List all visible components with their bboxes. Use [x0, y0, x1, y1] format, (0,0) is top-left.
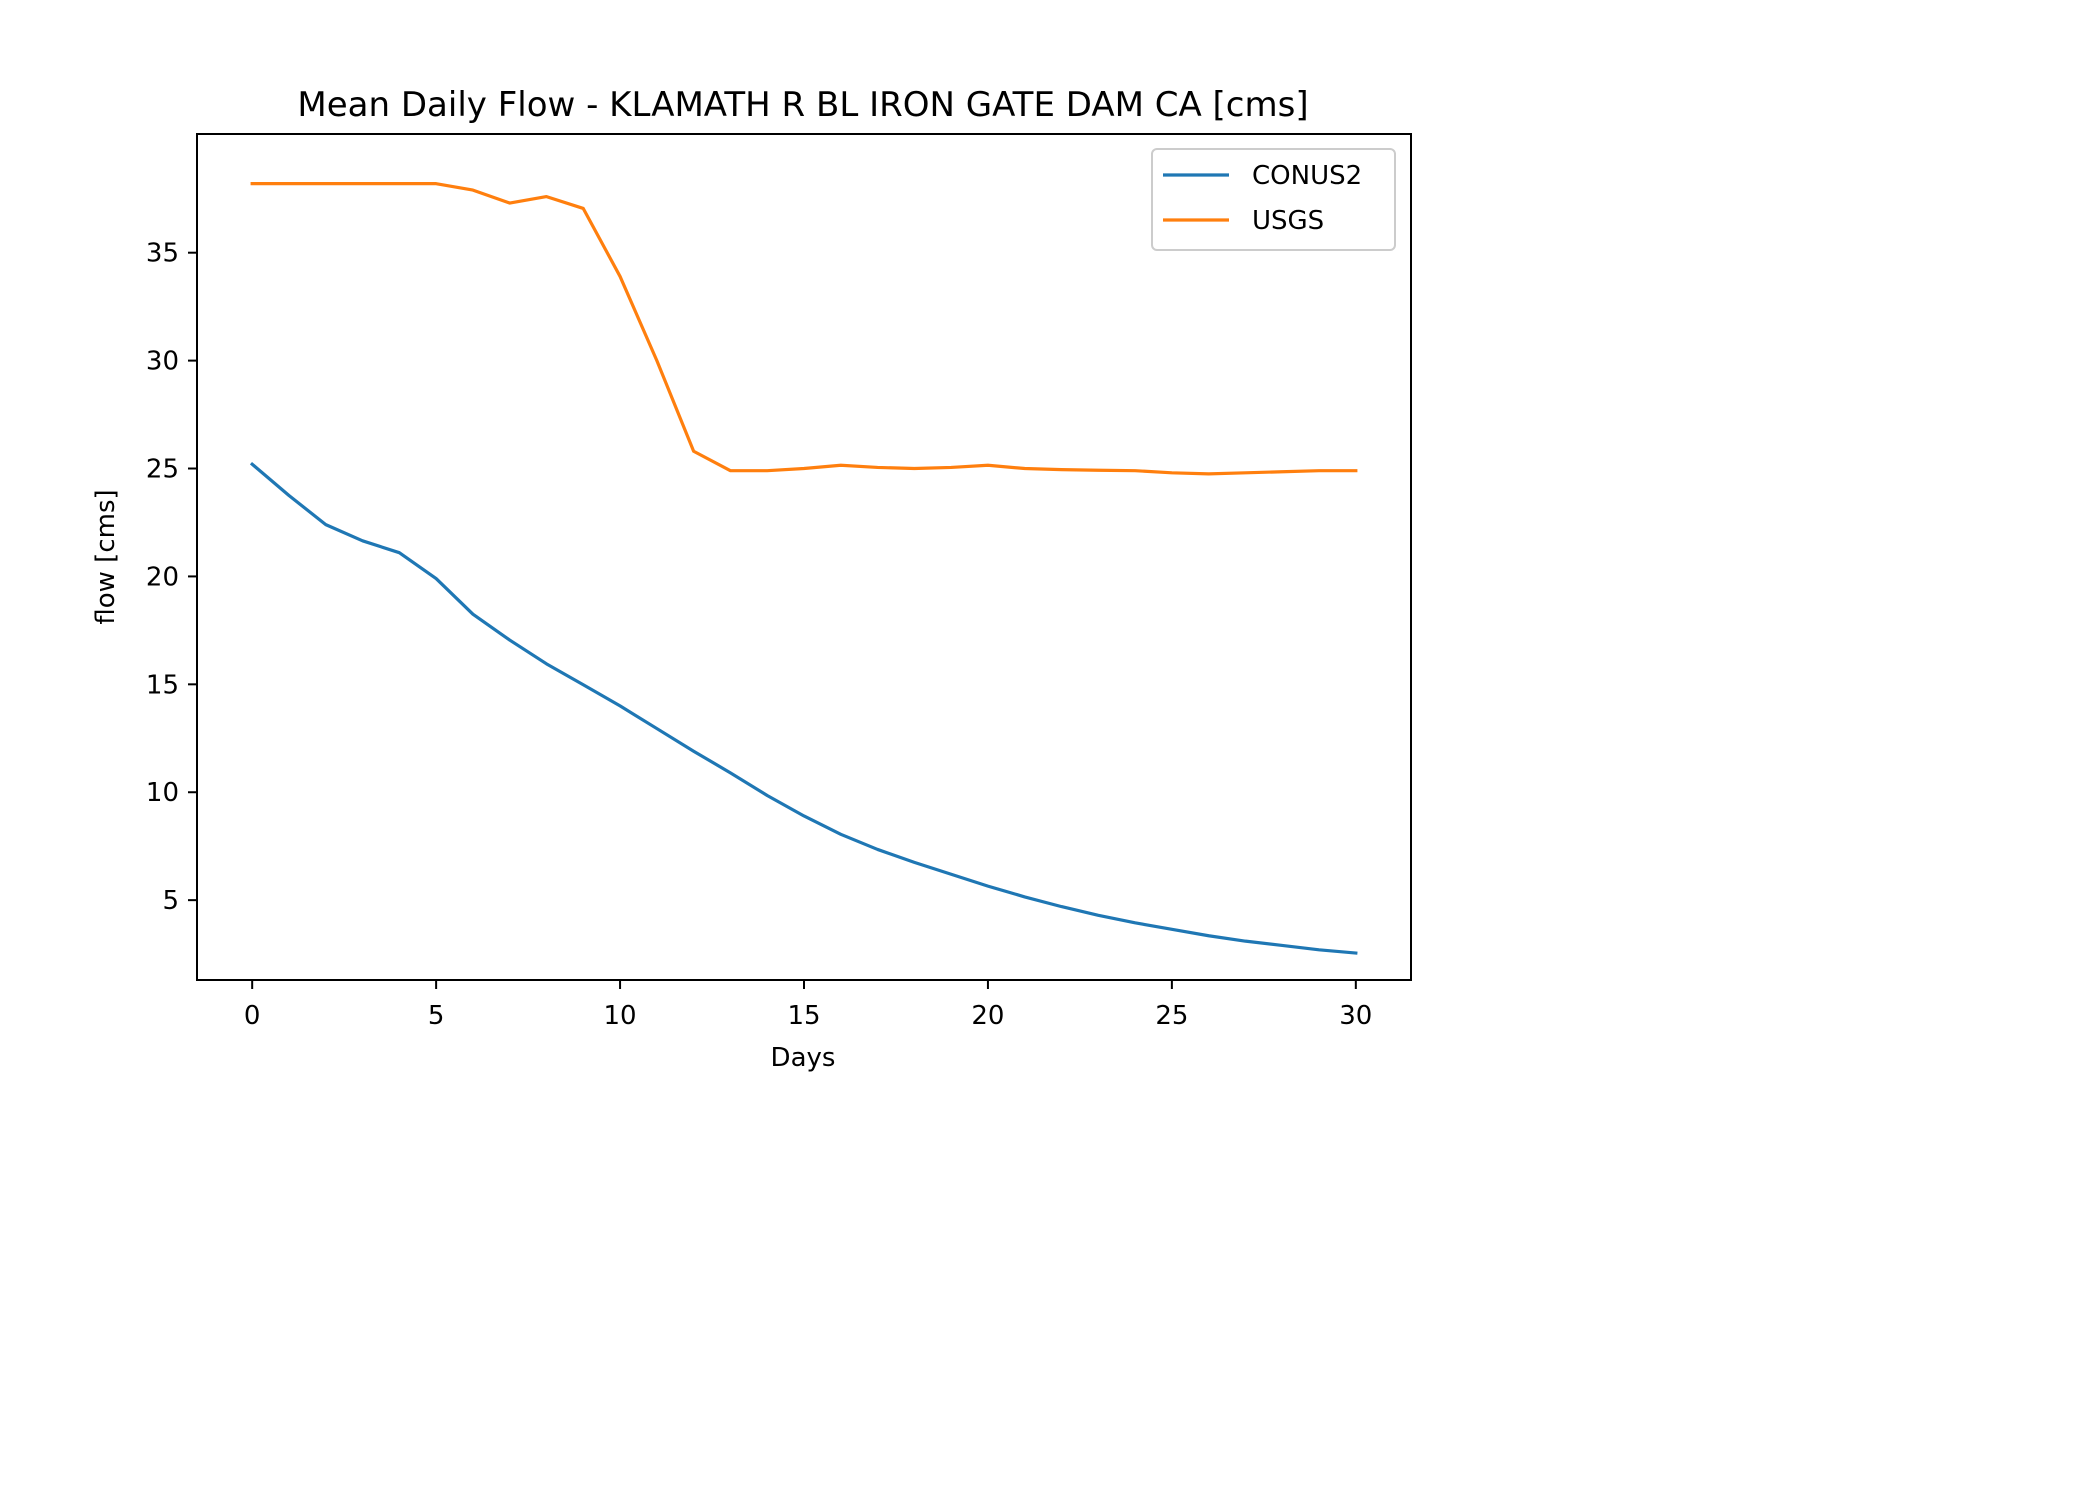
x-tick-label: 5 [428, 1001, 445, 1031]
y-tick-label: 20 [146, 562, 179, 592]
x-tick-label: 0 [244, 1001, 261, 1031]
legend: CONUS2 USGS [1151, 148, 1396, 251]
x-axis-label: Days [771, 1043, 836, 1073]
y-tick-label: 5 [162, 886, 179, 916]
series-line-conus2 [249, 461, 1358, 955]
y-tick-label: 35 [146, 239, 179, 269]
x-tick-label: 10 [604, 1001, 637, 1031]
y-axis-label: flow [cms] [91, 489, 121, 624]
series-line-usgs [250, 182, 1358, 476]
y-tick-label: 25 [146, 455, 179, 485]
x-tick-label: 15 [787, 1001, 820, 1031]
legend-label-conus2: CONUS2 [1252, 161, 1362, 191]
x-tick-label: 20 [971, 1001, 1004, 1031]
chart-root: Mean Daily Flow - KLAMATH R BL IRON GATE… [91, 85, 1412, 1073]
chart-title: Mean Daily Flow - KLAMATH R BL IRON GATE… [297, 85, 1308, 125]
y-tick-label: 15 [146, 670, 179, 700]
y-tick-label: 10 [146, 778, 179, 808]
legend-label-usgs: USGS [1252, 206, 1324, 236]
plot-frame [196, 133, 1412, 981]
x-tick-label: 25 [1155, 1001, 1188, 1031]
plot-area: 0 5 10 15 20 25 30 5 10 15 20 25 30 35 [146, 133, 1412, 1031]
line-chart: Mean Daily Flow - KLAMATH R BL IRON GATE… [91, 85, 1412, 1073]
x-tick-label: 30 [1339, 1001, 1372, 1031]
y-tick-label: 30 [146, 347, 179, 377]
